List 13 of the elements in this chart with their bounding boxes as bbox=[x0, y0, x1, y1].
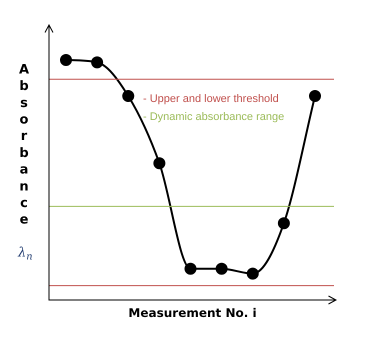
text: Absorbance bbox=[18, 62, 30, 228]
point bbox=[153, 157, 166, 170]
point bbox=[309, 90, 321, 102]
point bbox=[91, 56, 104, 68]
point bbox=[122, 90, 134, 102]
x-axis-title: Measurement No. i bbox=[128, 306, 257, 320]
point bbox=[60, 54, 72, 66]
point bbox=[246, 268, 259, 280]
point bbox=[216, 262, 228, 275]
ref-line-label: - Dynamic absorbance range bbox=[143, 111, 284, 124]
ref-line-label: - Upper and lower threshold bbox=[143, 93, 279, 106]
point bbox=[278, 217, 290, 230]
point bbox=[184, 262, 196, 275]
